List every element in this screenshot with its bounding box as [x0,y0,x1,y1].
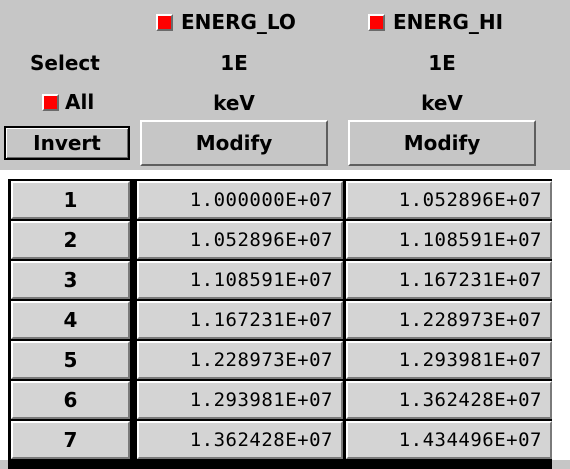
data-table: 1 1.000000E+07 1.052896E+07 2 1.052896E+07 1.… [8,179,552,469]
energ-hi-cell[interactable]: 1.293981E+07 [346,341,552,379]
energ-lo-select-checkbox[interactable] [156,13,173,31]
row-index-cell[interactable]: 1 [11,181,130,219]
energ-lo-cell[interactable]: 1.000000E+07 [137,181,343,219]
energ-lo-cell[interactable]: 1.167231E+07 [137,301,343,339]
energ-hi-cell[interactable]: 1.434496E+07 [346,421,552,459]
energ-hi-modify-button[interactable]: Modify [348,120,536,166]
select-all-toggle[interactable]: All [42,90,94,114]
energ-hi-cell[interactable]: 1.052896E+07 [346,181,552,219]
energ-hi-unit-label: keV [421,91,463,115]
energ-lo-cell[interactable]: 1.052896E+07 [137,221,343,259]
energ-lo-cell[interactable]: 1.293981E+07 [137,381,343,419]
select-all-label: All [65,90,95,114]
invert-button[interactable]: Invert [4,126,130,160]
energ-lo-base-label: 1E [220,51,248,75]
energ-hi-select-checkbox[interactable] [368,13,385,31]
energ-hi-cell[interactable]: 1.167231E+07 [346,261,552,299]
column-header-energ-hi[interactable]: ENERG_HI [368,10,503,34]
table-row: 4 1.167231E+07 1.228973E+07 [8,301,552,339]
table-row: 6 1.293981E+07 1.362428E+07 [8,381,552,419]
energ-lo-cell[interactable]: 1.108591E+07 [137,261,343,299]
row-index-cell[interactable]: 6 [11,381,130,419]
table-row: 1 1.000000E+07 1.052896E+07 [8,181,552,219]
energ-lo-cell[interactable]: 1.362428E+07 [137,421,343,459]
row-index-cell[interactable]: 5 [11,341,130,379]
row-index-cell[interactable]: 7 [11,421,130,459]
energ-lo-cell[interactable]: 1.228973E+07 [137,341,343,379]
energ-hi-column-name: ENERG_HI [393,10,504,34]
row-index-cell[interactable]: 3 [11,261,130,299]
energ-lo-column-name: ENERG_LO [181,10,296,34]
energ-hi-cell[interactable]: 1.108591E+07 [346,221,552,259]
select-all-checkbox[interactable] [42,93,59,111]
row-index-cell[interactable]: 4 [11,301,130,339]
table-row: 5 1.228973E+07 1.293981E+07 [8,341,552,379]
table-row: 2 1.052896E+07 1.108591E+07 [8,221,552,259]
column-header-energ-lo[interactable]: ENERG_LO [156,10,296,34]
energ-hi-cell[interactable]: 1.362428E+07 [346,381,552,419]
energ-lo-modify-button[interactable]: Modify [140,120,328,166]
select-label: Select [30,51,100,75]
row-index-cell[interactable]: 2 [11,221,130,259]
energ-hi-cell[interactable]: 1.228973E+07 [346,301,552,339]
table-row: 7 1.362428E+07 1.434496E+07 [8,421,552,459]
energ-hi-base-label: 1E [428,51,456,75]
table-row: 3 1.108591E+07 1.167231E+07 [8,261,552,299]
energ-lo-unit-label: keV [213,91,255,115]
